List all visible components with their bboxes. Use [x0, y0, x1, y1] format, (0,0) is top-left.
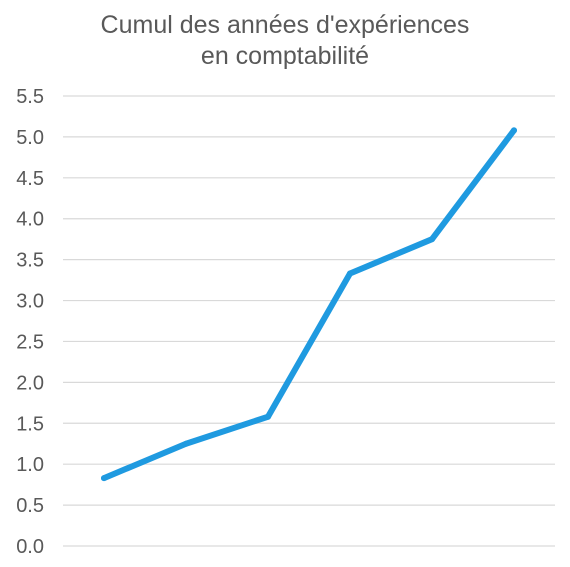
y-tick-label: 0.5 — [16, 495, 44, 517]
chart-title-line-2: en comptabilité — [200, 42, 370, 70]
data-point — [183, 440, 189, 447]
data-point — [101, 475, 107, 482]
y-tick-label: 3.5 — [16, 250, 44, 272]
y-tick-label: 5.0 — [16, 127, 44, 149]
y-tick-label: 1.0 — [16, 454, 44, 476]
chart-title-line-1: Cumul des années d'expériences — [100, 11, 470, 39]
y-tick-label: 4.0 — [16, 209, 44, 231]
y-tick-label: 5.5 — [16, 86, 44, 108]
y-tick-label: 2.5 — [16, 331, 44, 353]
data-point — [347, 270, 353, 277]
y-tick-label: 2.0 — [16, 372, 44, 394]
y-tick-label: 0.0 — [16, 536, 44, 558]
y-tick-label: 1.5 — [16, 413, 44, 435]
y-tick-label: 4.5 — [16, 168, 44, 190]
data-point — [429, 236, 435, 243]
data-point — [265, 413, 271, 420]
y-tick-label: 3.0 — [16, 291, 44, 313]
data-point — [511, 127, 517, 134]
series-line — [101, 127, 517, 482]
